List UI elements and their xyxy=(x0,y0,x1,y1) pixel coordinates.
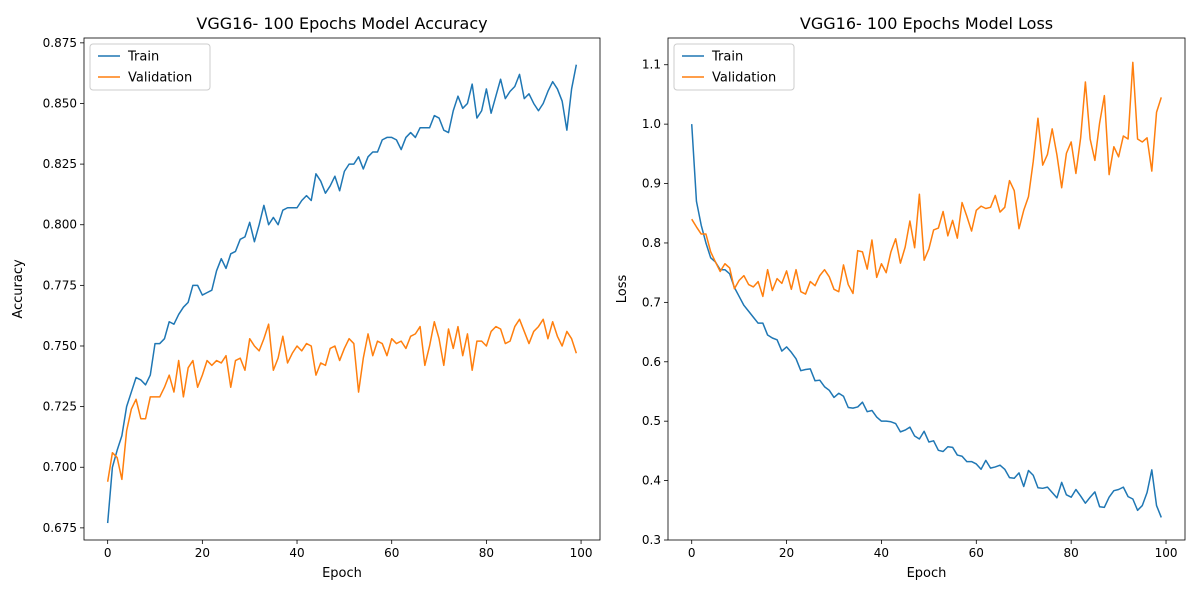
y-axis-label: Accuracy xyxy=(11,259,26,319)
loss-chart: VGG16- 100 Epochs Model Loss 0 20 40 60 80 100… xyxy=(615,14,1186,581)
y-tick-label: 0.5 xyxy=(642,414,661,428)
x-tick-label: 80 xyxy=(1064,546,1079,560)
y-tick-label: 0.3 xyxy=(642,533,661,547)
chart-title: VGG16- 100 Epochs Model Accuracy xyxy=(196,14,487,33)
y-tick-label: 0.8 xyxy=(642,236,661,250)
x-tick-label: 20 xyxy=(779,546,794,560)
legend-label: Train xyxy=(127,50,159,65)
x-tick-label: 0 xyxy=(688,546,696,560)
x-tick-label: 60 xyxy=(384,546,399,560)
chart-title: VGG16- 100 Epochs Model Loss xyxy=(800,14,1053,33)
y-tick-label: 0.725 xyxy=(43,400,77,414)
y-tick-label: 0.700 xyxy=(43,460,77,474)
y-tick-label: 0.7 xyxy=(642,295,661,309)
x-tick-label: 80 xyxy=(479,546,494,560)
x-axis-label: Epoch xyxy=(907,566,947,581)
x-tick-label: 0 xyxy=(104,546,112,560)
y-tick-label: 0.775 xyxy=(43,278,77,292)
x-tick-label: 100 xyxy=(1155,546,1178,560)
plot-frame xyxy=(83,37,601,541)
x-tick-label: 40 xyxy=(874,546,889,560)
series-line-train xyxy=(690,124,1162,518)
y-tick-label: 0.750 xyxy=(43,339,77,353)
y-axis-label: Loss xyxy=(615,275,630,304)
y-tick-label: 0.850 xyxy=(43,96,77,110)
x-tick-label: 100 xyxy=(570,546,593,560)
y-tick-label: 0.875 xyxy=(43,36,77,50)
x-tick-label: 40 xyxy=(289,546,304,560)
plot-frame xyxy=(667,37,1186,541)
y-tick-label: 0.825 xyxy=(43,157,77,171)
accuracy-chart: VGG16- 100 Epochs Model Accuracy 0 20 40 60 8… xyxy=(11,14,601,581)
y-tick-label: 0.9 xyxy=(642,177,661,191)
x-axis-label: Epoch xyxy=(322,566,362,581)
x-tick-label: 20 xyxy=(195,546,210,560)
legend-label: Validation xyxy=(712,71,776,86)
x-tick-label: 60 xyxy=(969,546,984,560)
series-line-validation xyxy=(691,61,1162,298)
y-tick-label: 1.0 xyxy=(642,117,661,131)
legend-label: Validation xyxy=(128,71,192,86)
legend-label: Train xyxy=(711,50,743,65)
y-tick-label: 0.6 xyxy=(642,355,661,369)
y-tick-label: 0.800 xyxy=(43,218,77,232)
series-line-train xyxy=(106,64,578,524)
series-line-validation xyxy=(106,318,578,482)
y-tick-label: 1.1 xyxy=(642,58,661,72)
y-tick-label: 0.675 xyxy=(43,521,77,535)
y-tick-label: 0.4 xyxy=(642,474,661,488)
